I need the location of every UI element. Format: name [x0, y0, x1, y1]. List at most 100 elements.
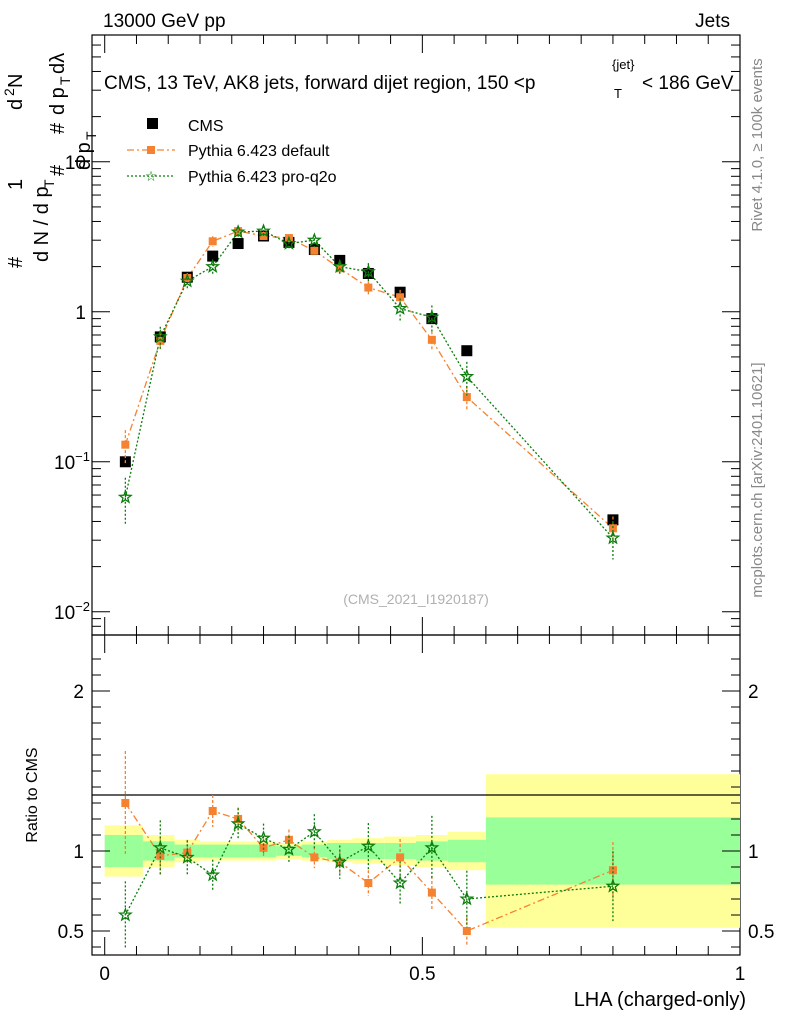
main-y-tick-label: 10 [65, 153, 86, 174]
ratio-point-proq2o [230, 815, 246, 831]
ratio-band-inner [301, 844, 328, 858]
svg-text:d p: d p [73, 142, 95, 170]
ratio-point-proq2o [117, 907, 133, 922]
ratio-point-proq2o [281, 841, 297, 856]
ratio-point-default [364, 879, 373, 887]
main-point-proq2o [205, 258, 221, 274]
legend-label-cms: CMS [188, 118, 224, 135]
ratio-point-default [462, 927, 471, 935]
ratio-band-inner [104, 835, 143, 867]
ratio-y-tick-label-left: 1 [73, 842, 84, 863]
main-point-default [310, 246, 319, 255]
main-y-axis-label: # d N / d p T 1 # d p T # d p T dλ d 2 N [1, 53, 99, 268]
ratio-y-tick-label-left: 0.5 [58, 922, 84, 943]
ratio-bands [104, 774, 740, 928]
main-point-default [396, 293, 405, 302]
ratio-band-inner [276, 846, 302, 856]
ratio-point-proq2o [256, 830, 271, 845]
x-tick-label: 1 [735, 964, 746, 985]
ratio-y-tick-label-right: 0.5 [748, 922, 774, 943]
ratio-point-default [121, 799, 130, 807]
main-y-tick-label: 10−1 [54, 449, 90, 474]
ratio-line-proq2o [124, 822, 613, 916]
ratio-point-proq2o [424, 839, 440, 855]
ratio-point-proq2o [459, 891, 475, 906]
svg-text:2: 2 [1, 88, 17, 96]
main-point-default [427, 335, 436, 344]
svg-text:#: # [47, 122, 69, 134]
main-point-proq2o [152, 329, 168, 344]
header-energy: 13000 GeV pp [103, 11, 226, 32]
svg-text:CMS, 13 TeV, AK8 jets, forward: CMS, 13 TeV, AK8 jets, forward dijet reg… [104, 73, 535, 94]
ratio-ticks: 0.5 0.51 12 20 0.5 1 [58, 635, 774, 985]
main-point-proq2o [360, 263, 376, 279]
ratio-point-default [208, 807, 217, 815]
main-point-proq2o [605, 530, 621, 545]
svg-text:#: # [47, 164, 69, 176]
main-y-tick-label: 1 [75, 303, 86, 324]
ratio-point-default [156, 851, 165, 860]
legend: CMS Pythia 6.423 default ☆ Pythia 6.423 … [127, 118, 337, 186]
ratio-point-proq2o [205, 867, 221, 882]
svg-text:1: 1 [5, 179, 27, 190]
ratio-point-default [310, 853, 319, 862]
main-point-cms [232, 238, 244, 250]
ratio-y-tick-label-right: 1 [748, 842, 759, 863]
svg-text:T: T [41, 179, 57, 188]
legend-marker-cms [147, 118, 158, 129]
ratio-point-proq2o [392, 875, 408, 890]
ratio-point-default [427, 888, 436, 897]
x-tick-label: 0 [99, 964, 110, 985]
svg-text:T: T [83, 131, 99, 140]
main-point-proq2o [179, 273, 195, 288]
ratio-y-tick-label-right: 2 [748, 682, 759, 703]
main-series [117, 223, 621, 560]
ratio-point-proq2o [332, 854, 348, 869]
main-point-default [364, 283, 373, 292]
ratio-point-default [396, 853, 405, 862]
svg-text:d p: d p [47, 87, 69, 115]
ratio-point-proq2o [152, 839, 168, 855]
svg-text:dλ: dλ [47, 53, 69, 74]
main-point-cms [607, 514, 619, 526]
main-point-default [462, 393, 471, 402]
ratio-y-axis-label: Ratio to CMS [24, 747, 41, 842]
ratio-point-proq2o [605, 878, 621, 893]
header-category: Jets [695, 11, 730, 32]
main-point-proq2o [117, 489, 133, 504]
ratio-point-proq2o [179, 849, 195, 864]
main-point-default [183, 273, 192, 282]
ratio-y-tick-label-left: 2 [73, 682, 84, 703]
svg-text:d: d [5, 99, 27, 110]
x-axis-label: LHA (charged-only) [574, 989, 746, 1011]
main-ticks: 10−2 10−1 1 10 [54, 34, 741, 636]
rivet-label: Rivet 4.1.0, ≥ 100k events [749, 58, 766, 231]
main-point-proq2o [230, 224, 246, 239]
ratio-point-proq2o [360, 838, 376, 853]
svg-text:#: # [5, 256, 27, 268]
main-point-proq2o [256, 223, 271, 238]
main-point-default [608, 524, 617, 533]
svg-text:< 186 GeV: < 186 GeV [642, 73, 734, 94]
ratio-point-default [608, 866, 617, 875]
x-tick-label: 0.5 [409, 964, 435, 985]
ratio-band-inner [225, 844, 251, 858]
svg-text:T: T [57, 76, 73, 85]
main-y-tick-label: 10−2 [54, 599, 90, 624]
main-point-cms [461, 345, 473, 357]
main-point-proq2o [424, 309, 440, 324]
main-line-proq2o [124, 230, 614, 539]
main-point-proq2o [306, 232, 322, 247]
ratio-band-inner [447, 839, 486, 863]
main-point-default [121, 440, 130, 449]
svg-text:d N / d p: d N / d p [31, 186, 53, 262]
legend-label-default: Pythia 6.423 default [188, 143, 330, 160]
main-point-default [208, 237, 217, 246]
svg-text:T: T [614, 86, 622, 101]
legend-marker-default [147, 146, 155, 154]
chart-title: CMS, 13 TeV, AK8 jets, forward dijet reg… [104, 57, 734, 101]
main-point-proq2o [332, 258, 348, 274]
analysis-watermark: (CMS_2021_I1920187) [343, 591, 489, 607]
svg-text:N: N [5, 74, 27, 88]
